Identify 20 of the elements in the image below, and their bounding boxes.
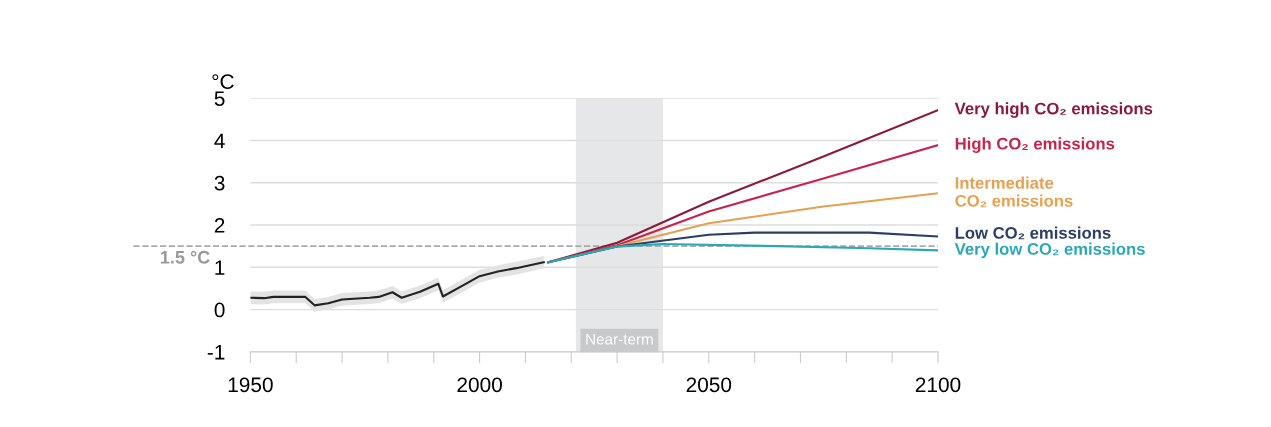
y-tick-label: 0	[214, 302, 225, 318]
x-tick-label: 1950	[228, 377, 273, 393]
series-label: High CO₂ emissions	[955, 137, 1115, 153]
x-tick-label: 2050	[686, 377, 732, 393]
y-tick-label: 3	[214, 175, 225, 191]
y-tick-label: 2	[214, 218, 225, 233]
y-tick-label: 4	[214, 133, 225, 149]
y-tick-label: -1	[207, 345, 225, 360]
y-tick-label: 5	[214, 91, 225, 106]
x-tick-label: 2000	[457, 377, 502, 393]
series-label: Low CO₂ emissions	[955, 226, 1111, 240]
y-tick-label: 1	[215, 260, 225, 275]
ref-line-label: 1.5 °C	[161, 250, 210, 264]
series-label: Very high CO₂ emissions	[954, 102, 1153, 118]
series-label: Very low CO₂ emissions	[954, 242, 1145, 259]
line-series	[547, 243, 938, 264]
series-label: Intermediate CO₂ emissions	[955, 176, 1073, 208]
y-axis-title: °C	[212, 74, 234, 90]
line-series	[250, 261, 545, 307]
x-tick-label: 2100	[915, 377, 961, 393]
